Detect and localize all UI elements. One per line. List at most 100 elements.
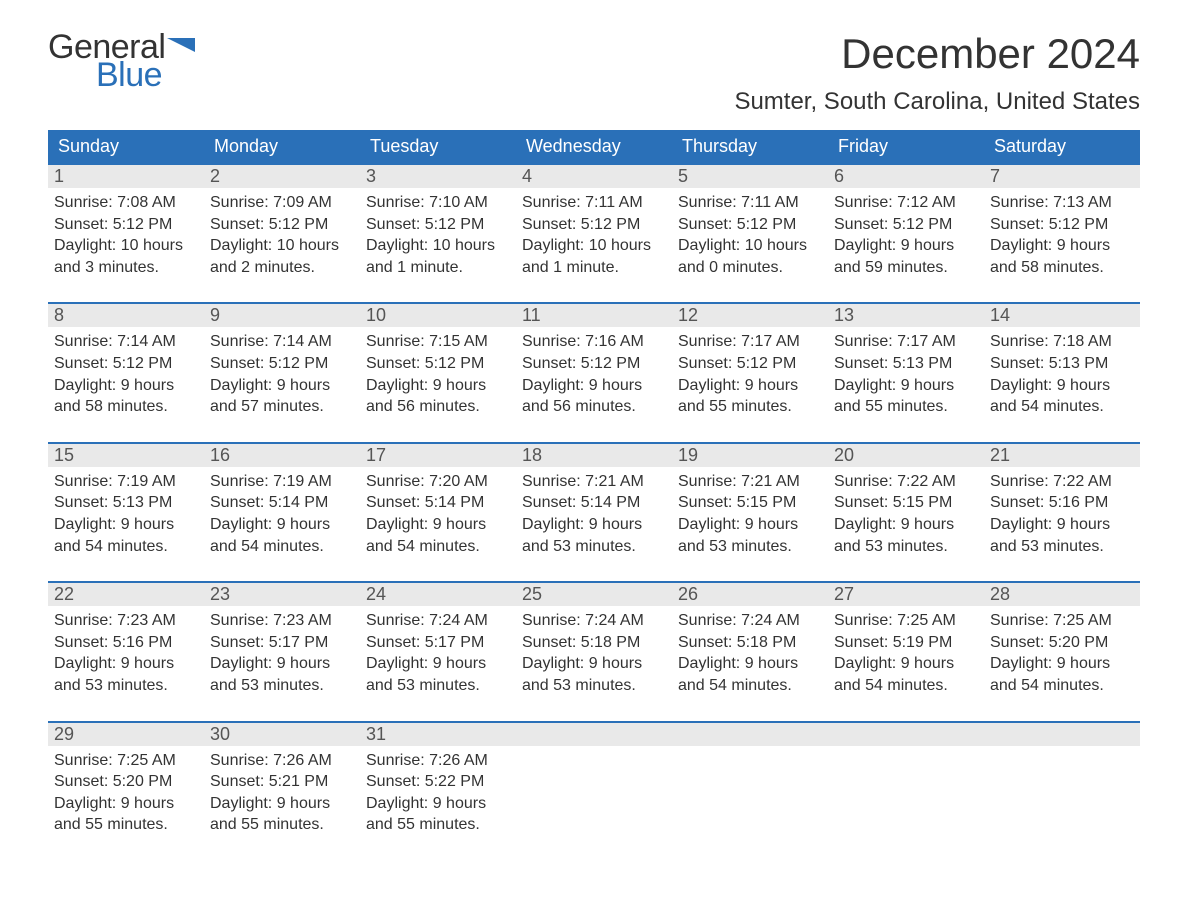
daylight-text: and 54 minutes.: [990, 396, 1134, 418]
calendar: Sunday Monday Tuesday Wednesday Thursday…: [48, 130, 1140, 846]
sunrise-text: Sunrise: 7:22 AM: [990, 471, 1134, 493]
daylight-text: Daylight: 9 hours: [210, 653, 354, 675]
logo: General Blue: [48, 30, 195, 92]
day-number: 5: [672, 165, 828, 188]
daylight-text: Daylight: 9 hours: [210, 514, 354, 536]
sunrise-text: Sunrise: 7:13 AM: [990, 192, 1134, 214]
day-number: 2: [204, 165, 360, 188]
day-number: [672, 723, 828, 746]
sunset-text: Sunset: 5:18 PM: [522, 632, 666, 654]
sunset-text: Sunset: 5:20 PM: [990, 632, 1134, 654]
day-cell: [984, 746, 1140, 846]
day-number: 30: [204, 723, 360, 746]
day-number: 20: [828, 444, 984, 467]
sunrise-text: Sunrise: 7:14 AM: [54, 331, 198, 353]
day-cell: [828, 746, 984, 846]
day-cell: Sunrise: 7:10 AMSunset: 5:12 PMDaylight:…: [360, 188, 516, 288]
daylight-text: and 55 minutes.: [54, 814, 198, 836]
sunrise-text: Sunrise: 7:19 AM: [210, 471, 354, 493]
sunrise-text: Sunrise: 7:23 AM: [54, 610, 198, 632]
daylight-text: and 55 minutes.: [678, 396, 822, 418]
sunset-text: Sunset: 5:16 PM: [990, 492, 1134, 514]
sunset-text: Sunset: 5:14 PM: [522, 492, 666, 514]
day-cell: Sunrise: 7:11 AMSunset: 5:12 PMDaylight:…: [672, 188, 828, 288]
day-number: 22: [48, 583, 204, 606]
day-cell: Sunrise: 7:26 AMSunset: 5:21 PMDaylight:…: [204, 746, 360, 846]
sunrise-text: Sunrise: 7:26 AM: [210, 750, 354, 772]
dow-monday: Monday: [204, 130, 360, 163]
day-cell: Sunrise: 7:08 AMSunset: 5:12 PMDaylight:…: [48, 188, 204, 288]
daylight-text: Daylight: 9 hours: [834, 653, 978, 675]
dow-saturday: Saturday: [984, 130, 1140, 163]
daylight-text: Daylight: 9 hours: [678, 375, 822, 397]
sunrise-text: Sunrise: 7:24 AM: [678, 610, 822, 632]
day-number: 25: [516, 583, 672, 606]
sunrise-text: Sunrise: 7:24 AM: [366, 610, 510, 632]
daylight-text: and 1 minute.: [522, 257, 666, 279]
daylight-text: and 55 minutes.: [834, 396, 978, 418]
day-number: [984, 723, 1140, 746]
sunset-text: Sunset: 5:15 PM: [834, 492, 978, 514]
day-cell: Sunrise: 7:09 AMSunset: 5:12 PMDaylight:…: [204, 188, 360, 288]
daylight-text: Daylight: 9 hours: [366, 514, 510, 536]
calendar-week: 891011121314 Sunrise: 7:14 AM Sunset: 5:12…: [48, 302, 1140, 427]
sunset-text: Sunset: 5:17 PM: [366, 632, 510, 654]
month-title: December 2024: [734, 30, 1140, 78]
daylight-text: and 53 minutes.: [366, 675, 510, 697]
sunrise-text: Sunrise: 7:14 AM: [210, 331, 354, 353]
dow-tuesday: Tuesday: [360, 130, 516, 163]
day-number: [516, 723, 672, 746]
sunrise-text: Sunrise: 7:19 AM: [54, 471, 198, 493]
week-body-row: Sunrise: 7:14 AMSunset: 5:12 PMDaylight:…: [48, 327, 1140, 427]
sunset-text: Sunset: 5:15 PM: [678, 492, 822, 514]
daylight-text: and 53 minutes.: [54, 675, 198, 697]
daylight-text: Daylight: 10 hours: [366, 235, 510, 257]
daylight-text: and 54 minutes.: [210, 536, 354, 558]
daylight-text: Daylight: 9 hours: [366, 375, 510, 397]
sunset-text: Sunset: 5:12 PM: [678, 353, 822, 375]
day-cell: Sunrise: 7:19 AMSunset: 5:13 PMDaylight:…: [48, 467, 204, 567]
daylight-text: Daylight: 10 hours: [210, 235, 354, 257]
day-number: 13: [828, 304, 984, 327]
sunrise-text: Sunrise: 7:21 AM: [522, 471, 666, 493]
daylight-text: Daylight: 9 hours: [54, 514, 198, 536]
daylight-text: Daylight: 9 hours: [210, 793, 354, 815]
day-number: 26: [672, 583, 828, 606]
daylight-text: and 54 minutes.: [366, 536, 510, 558]
day-number: 12: [672, 304, 828, 327]
sunset-text: Sunset: 5:12 PM: [522, 353, 666, 375]
daylight-text: and 55 minutes.: [366, 814, 510, 836]
daylight-text: Daylight: 9 hours: [990, 375, 1134, 397]
day-number: 11: [516, 304, 672, 327]
sunset-text: Sunset: 5:12 PM: [678, 214, 822, 236]
dow-friday: Friday: [828, 130, 984, 163]
sunrise-text: Sunrise: 7:15 AM: [366, 331, 510, 353]
sunset-text: Sunset: 5:12 PM: [210, 214, 354, 236]
sunset-text: Sunset: 5:16 PM: [54, 632, 198, 654]
day-cell: Sunrise: 7:12 AMSunset: 5:12 PMDaylight:…: [828, 188, 984, 288]
day-number: 18: [516, 444, 672, 467]
daylight-text: and 58 minutes.: [54, 396, 198, 418]
daylight-text: Daylight: 9 hours: [210, 375, 354, 397]
dow-thursday: Thursday: [672, 130, 828, 163]
daylight-text: Daylight: 10 hours: [678, 235, 822, 257]
week-body-row: Sunrise: 7:19 AMSunset: 5:13 PMDaylight:…: [48, 467, 1140, 567]
day-cell: [672, 746, 828, 846]
sunrise-text: Sunrise: 7:22 AM: [834, 471, 978, 493]
daylight-text: Daylight: 9 hours: [522, 514, 666, 536]
day-cell: Sunrise: 7:19 AMSunset: 5:14 PMDaylight:…: [204, 467, 360, 567]
day-number: 15: [48, 444, 204, 467]
week-number-row: 891011121314: [48, 304, 1140, 327]
daylight-text: and 53 minutes.: [522, 536, 666, 558]
day-number: 14: [984, 304, 1140, 327]
daylight-text: Daylight: 9 hours: [54, 793, 198, 815]
daylight-text: and 54 minutes.: [678, 675, 822, 697]
week-number-row: 293031: [48, 723, 1140, 746]
sunset-text: Sunset: 5:12 PM: [522, 214, 666, 236]
sunrise-text: Sunrise: 7:25 AM: [990, 610, 1134, 632]
day-number: 6: [828, 165, 984, 188]
logo-blue-text: Blue: [96, 58, 195, 92]
day-cell: Sunrise: 7:24 AMSunset: 5:18 PMDaylight:…: [516, 606, 672, 706]
daylight-text: and 53 minutes.: [990, 536, 1134, 558]
day-cell: Sunrise: 7:15 AMSunset: 5:12 PMDaylight:…: [360, 327, 516, 427]
